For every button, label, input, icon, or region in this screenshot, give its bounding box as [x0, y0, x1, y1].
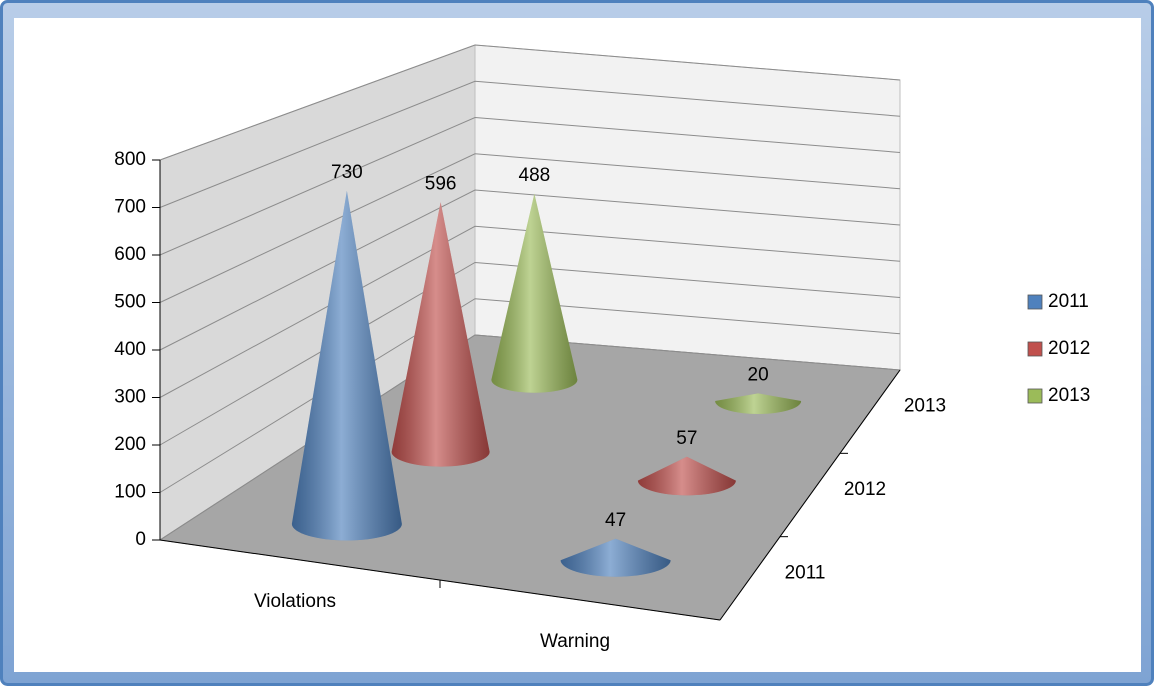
- grid-line: [159, 44, 901, 161]
- data-label: 730: [331, 162, 363, 183]
- cone-shade: [391, 202, 490, 467]
- legend-swatch: [1027, 341, 1043, 357]
- legend-label: 2013: [1048, 385, 1090, 406]
- grid-line: [159, 225, 901, 398]
- cone-shade: [291, 190, 402, 541]
- y-tick-label: 400: [114, 339, 146, 360]
- y-tick-label: 100: [114, 482, 146, 503]
- cone-shade: [560, 538, 671, 577]
- y-tick-label: 800: [114, 149, 146, 170]
- grid-line: [159, 153, 901, 303]
- y-tick-label: 600: [114, 244, 146, 265]
- grid-line: [159, 261, 901, 446]
- grid-line: [159, 80, 901, 208]
- y-tick-label: 500: [114, 292, 146, 313]
- data-label: 57: [676, 428, 697, 449]
- depth-tick-label: 2013: [904, 396, 946, 417]
- x-tick-label: Violations: [254, 591, 336, 612]
- y-tick-label: 300: [114, 387, 146, 408]
- legend-label: 2011: [1048, 291, 1089, 312]
- legend-swatch: [1027, 294, 1043, 310]
- x-tick-label: Warning: [540, 631, 610, 652]
- depth-tick-label: 2011: [785, 562, 826, 583]
- depth-axis: [719, 369, 901, 621]
- data-label: 596: [425, 173, 457, 194]
- grid-line: [159, 298, 901, 493]
- y-tick-label: 0: [135, 529, 146, 550]
- data-label: 20: [748, 364, 769, 385]
- legend-label: 2012: [1048, 338, 1090, 359]
- cone-shade: [715, 393, 802, 414]
- grid-line: [159, 116, 901, 256]
- depth-tick-label: 2012: [844, 479, 886, 500]
- legend-swatch: [1027, 388, 1043, 404]
- grid-line: [159, 189, 901, 351]
- data-label: 47: [605, 510, 626, 531]
- data-label: 488: [519, 165, 551, 186]
- y-tick-label: 200: [114, 434, 146, 455]
- y-tick-label: 700: [114, 197, 146, 218]
- cone-shade: [491, 193, 578, 393]
- cone-shade: [637, 456, 736, 496]
- grid-line: [159, 334, 901, 541]
